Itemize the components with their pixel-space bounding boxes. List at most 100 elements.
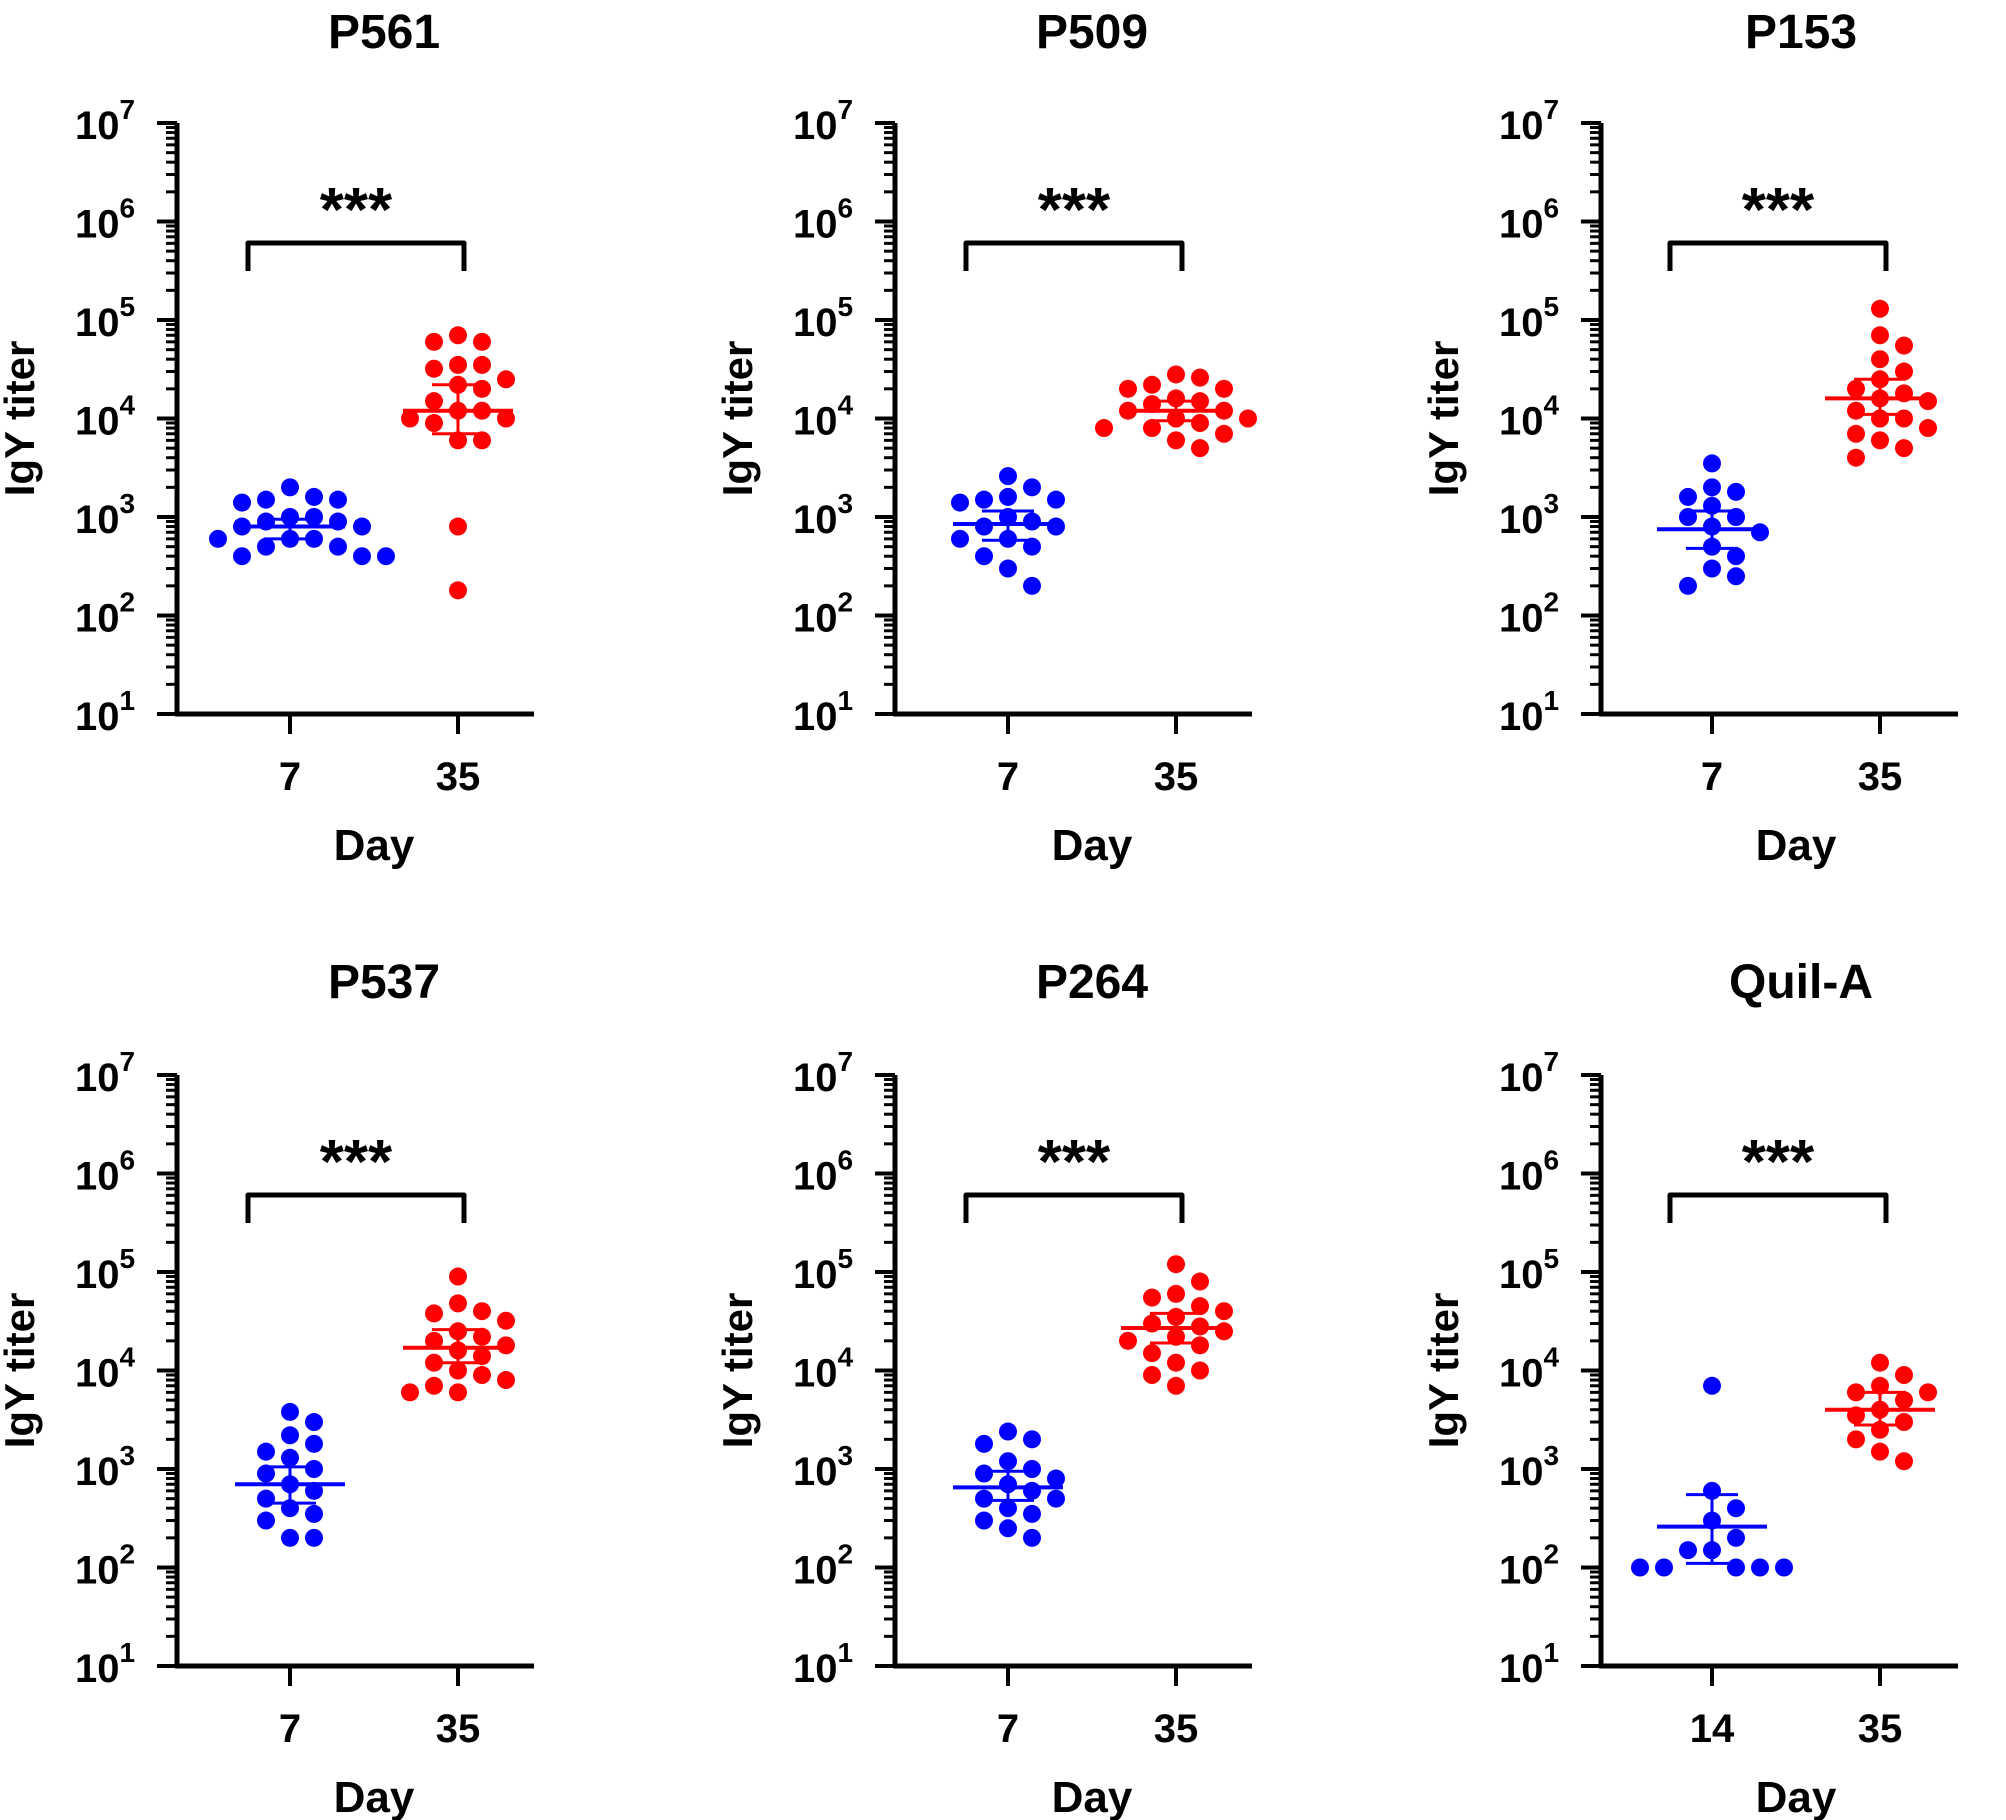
y-tick-label: 101 (793, 685, 853, 739)
data-point (1023, 478, 1041, 497)
data-point (1215, 379, 1233, 398)
y-tick-label: 103 (793, 488, 853, 542)
data-point (353, 517, 371, 536)
data-point (975, 547, 993, 566)
y-tick-base: 10 (793, 203, 838, 247)
data-point (281, 478, 299, 497)
y-tick-exponent: 5 (1543, 1243, 1559, 1274)
data-point (449, 1294, 467, 1313)
y-tick-label: 103 (75, 488, 135, 542)
data-point (1727, 1499, 1745, 1518)
data-point (1215, 424, 1233, 443)
data-point (999, 1499, 1017, 1518)
data-point (425, 332, 443, 351)
y-axis-label: IgY titer (714, 341, 761, 497)
y-tick-exponent: 3 (119, 488, 135, 519)
data-point (473, 379, 491, 398)
significance-bracket (1667, 240, 1889, 271)
y-tick-base: 10 (793, 1352, 838, 1396)
y-tick-base: 10 (1499, 1352, 1544, 1396)
data-point (1191, 1272, 1209, 1291)
y-tick-exponent: 5 (1543, 291, 1559, 322)
data-point (281, 1402, 299, 1421)
y-tick-exponent: 2 (119, 1539, 135, 1570)
significance-bracket (245, 1192, 467, 1223)
data-point (1119, 379, 1137, 398)
significance-bracket (963, 1192, 1185, 1223)
data-point (1047, 1469, 1065, 1488)
data-point (473, 1327, 491, 1346)
y-tick-exponent: 1 (119, 685, 135, 716)
y-tick-exponent: 3 (1543, 488, 1559, 519)
data-point (1143, 395, 1161, 414)
y-tick-exponent: 7 (1543, 94, 1559, 125)
data-point (1895, 1452, 1913, 1471)
data-point (1143, 419, 1161, 438)
y-tick-label: 106 (75, 1145, 135, 1199)
x-tick-label: 35 (1154, 755, 1199, 799)
data-point (1023, 537, 1041, 556)
data-point (1119, 1331, 1137, 1350)
y-tick-base: 10 (793, 1450, 838, 1494)
data-point (1871, 326, 1889, 345)
y-tick-base: 10 (75, 695, 120, 739)
y-tick-label: 104 (793, 390, 854, 444)
y-tick-base: 10 (793, 1253, 838, 1297)
data-point (999, 487, 1017, 506)
data-point (999, 1452, 1017, 1471)
data-point (1847, 401, 1865, 420)
x-tick-label: 7 (1701, 755, 1723, 799)
data-point (257, 1511, 275, 1530)
data-point (449, 1383, 467, 1402)
y-tick-base: 10 (75, 1253, 120, 1297)
y-tick-label: 104 (75, 1342, 136, 1396)
data-point (1023, 1430, 1041, 1449)
chart-title: P153 (1745, 6, 1857, 59)
data-point (305, 1528, 323, 1547)
data-point (473, 332, 491, 351)
data-point (1167, 365, 1185, 384)
data-point (1871, 1376, 1889, 1395)
y-tick-label: 102 (1499, 1539, 1559, 1593)
y-tick-exponent: 6 (1543, 193, 1559, 224)
y-tick-label: 105 (793, 291, 853, 345)
y-tick-exponent: 7 (1543, 1046, 1559, 1077)
y-tick-base: 10 (793, 695, 838, 739)
y-tick-base: 10 (1499, 597, 1544, 641)
y-tick-label: 101 (75, 685, 135, 739)
y-tick-exponent: 5 (119, 291, 135, 322)
data-point (425, 392, 443, 411)
data-point (473, 355, 491, 374)
y-tick-label: 104 (1499, 1342, 1560, 1396)
y-axis-label: IgY titer (714, 1293, 761, 1449)
data-point (1191, 1297, 1209, 1316)
x-tick-label: 35 (436, 1707, 481, 1751)
y-tick-base: 10 (75, 104, 120, 148)
data-point (257, 1442, 275, 1461)
data-point (1895, 439, 1913, 458)
y-axis-label: IgY titer (1420, 341, 1467, 497)
data-point (257, 1489, 275, 1508)
y-tick-exponent: 4 (1543, 1342, 1559, 1373)
chart-title: P264 (1036, 956, 1148, 1009)
y-tick-exponent: 2 (119, 587, 135, 618)
data-point (1167, 389, 1185, 408)
data-point (1239, 409, 1257, 428)
data-point (1919, 419, 1937, 438)
data-point (1751, 523, 1769, 542)
data-point (1727, 547, 1745, 566)
data-point (329, 490, 347, 509)
y-tick-exponent: 6 (837, 1145, 853, 1176)
y-tick-base: 10 (1499, 1056, 1544, 1100)
y-tick-label: 104 (75, 390, 136, 444)
data-point (305, 1504, 323, 1523)
y-tick-exponent: 1 (1543, 1637, 1559, 1668)
data-point (425, 1304, 443, 1323)
data-point (305, 1481, 323, 1500)
y-tick-exponent: 1 (837, 685, 853, 716)
data-point (1655, 1558, 1673, 1577)
y-tick-exponent: 4 (119, 390, 135, 421)
